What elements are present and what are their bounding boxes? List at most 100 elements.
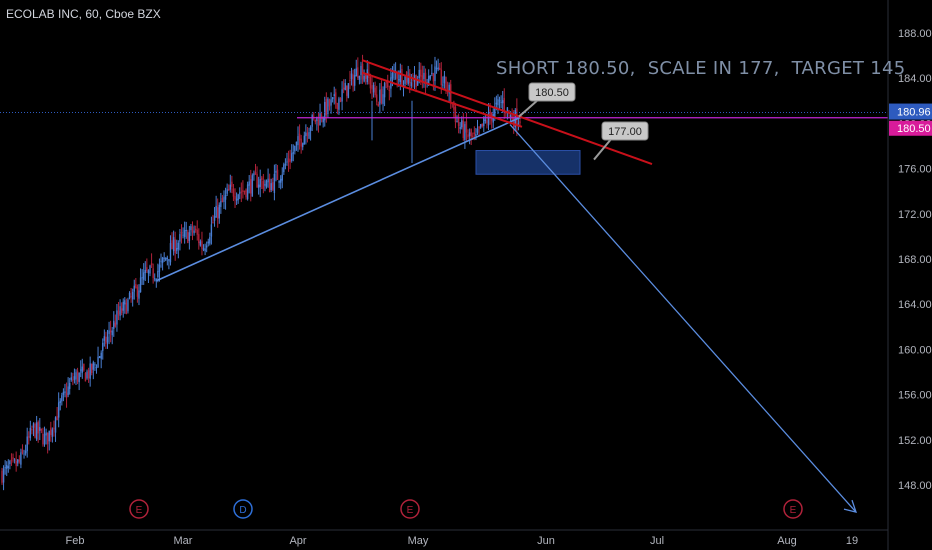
candle-body — [92, 362, 95, 370]
candle-body — [254, 171, 257, 175]
event-circle — [400, 499, 420, 519]
candle-body — [513, 118, 515, 127]
current-price-tag — [889, 103, 932, 120]
candle-body — [147, 270, 150, 274]
candle-body — [240, 191, 243, 193]
event-marker[interactable]: E — [129, 499, 149, 519]
candle-body — [89, 363, 91, 379]
candle-body — [143, 272, 145, 280]
candle-body — [220, 201, 222, 207]
candle-body — [105, 336, 107, 344]
candle-body — [382, 94, 384, 105]
drawings[interactable]: 180.50 177.00 — [0, 59, 888, 514]
candle-body — [404, 75, 406, 84]
candle-body — [297, 136, 299, 146]
price-callout[interactable]: 177.00 — [593, 121, 649, 161]
candle-body — [114, 322, 117, 327]
candle-body — [473, 132, 476, 135]
candle-body — [464, 124, 466, 140]
candle-body — [127, 299, 129, 312]
candle-body — [331, 97, 334, 99]
candle-body — [20, 452, 22, 465]
candle-body — [322, 117, 324, 123]
candle-body — [396, 72, 398, 79]
candle-body — [103, 336, 106, 341]
candle-body — [18, 459, 21, 462]
candle-body — [106, 336, 109, 343]
candle-body — [80, 369, 82, 371]
candle-body — [1, 470, 3, 483]
y-tick-label: 160.00 — [898, 344, 932, 356]
x-tick-label: Mar — [174, 535, 193, 547]
candle-body — [467, 134, 469, 138]
candle-body — [294, 145, 296, 152]
callout-label: 177.00 — [608, 126, 642, 138]
candle-body — [324, 102, 326, 121]
candle-body — [336, 102, 339, 110]
candle-body — [190, 226, 192, 231]
candle-body — [163, 257, 165, 259]
candle-body — [205, 245, 208, 248]
candle-body — [4, 467, 6, 469]
candle-body — [284, 164, 287, 166]
candle-body — [6, 464, 8, 469]
candle-body — [24, 450, 27, 454]
candle-body — [302, 143, 304, 148]
candle-body — [410, 82, 413, 87]
candle-body — [13, 459, 16, 461]
candle-body — [349, 79, 351, 81]
candle-body — [346, 85, 348, 96]
candle-body — [239, 192, 241, 194]
candle-body — [154, 278, 156, 280]
candle-body — [398, 79, 400, 81]
candle-body — [157, 271, 159, 278]
candle-body — [495, 102, 498, 105]
event-circle — [233, 499, 253, 519]
candle-body — [355, 68, 357, 77]
candle-body — [483, 117, 485, 127]
candle-body — [350, 73, 353, 80]
candle-body — [327, 98, 329, 114]
candle-body — [187, 231, 189, 243]
candle-body — [486, 120, 488, 124]
candle-body — [17, 459, 19, 464]
candle-body — [131, 292, 134, 300]
candle-body — [235, 198, 238, 201]
candle-body — [45, 432, 47, 436]
candle-body — [412, 79, 414, 81]
trade-annotation[interactable]: SHORT 180.50, SCALE IN 177, TARGET 145 — [496, 58, 906, 79]
x-tick-label: Feb — [66, 535, 85, 547]
candle-body — [462, 120, 465, 138]
candle-body — [432, 73, 435, 82]
candle-body — [478, 126, 480, 129]
candle-body — [119, 306, 121, 316]
event-marker[interactable]: E — [400, 499, 420, 519]
candle-body — [434, 66, 436, 82]
candle-body — [69, 382, 71, 389]
candle-body — [237, 194, 239, 201]
candle-body — [185, 229, 187, 231]
candle-body — [273, 173, 276, 193]
candle-body — [442, 84, 444, 86]
candle-body — [456, 121, 458, 123]
candle-body — [165, 257, 167, 261]
callout-pointer — [518, 98, 540, 118]
candle-body — [122, 301, 124, 311]
candle-body — [229, 184, 231, 190]
event-marker[interactable]: E — [783, 499, 803, 519]
candle-body — [251, 175, 254, 197]
candle-body — [248, 181, 250, 186]
candle-body — [275, 170, 277, 173]
event-marker[interactable]: D — [233, 499, 253, 519]
candle-body — [481, 123, 483, 127]
price-callout[interactable]: 180.50 — [518, 82, 576, 118]
candle-body — [207, 241, 209, 244]
candle-body — [169, 243, 172, 263]
event-label: E — [790, 505, 797, 516]
candle-body — [139, 277, 142, 293]
candle-body — [286, 161, 288, 163]
candle-body — [2, 468, 5, 483]
candle-body — [56, 416, 58, 421]
